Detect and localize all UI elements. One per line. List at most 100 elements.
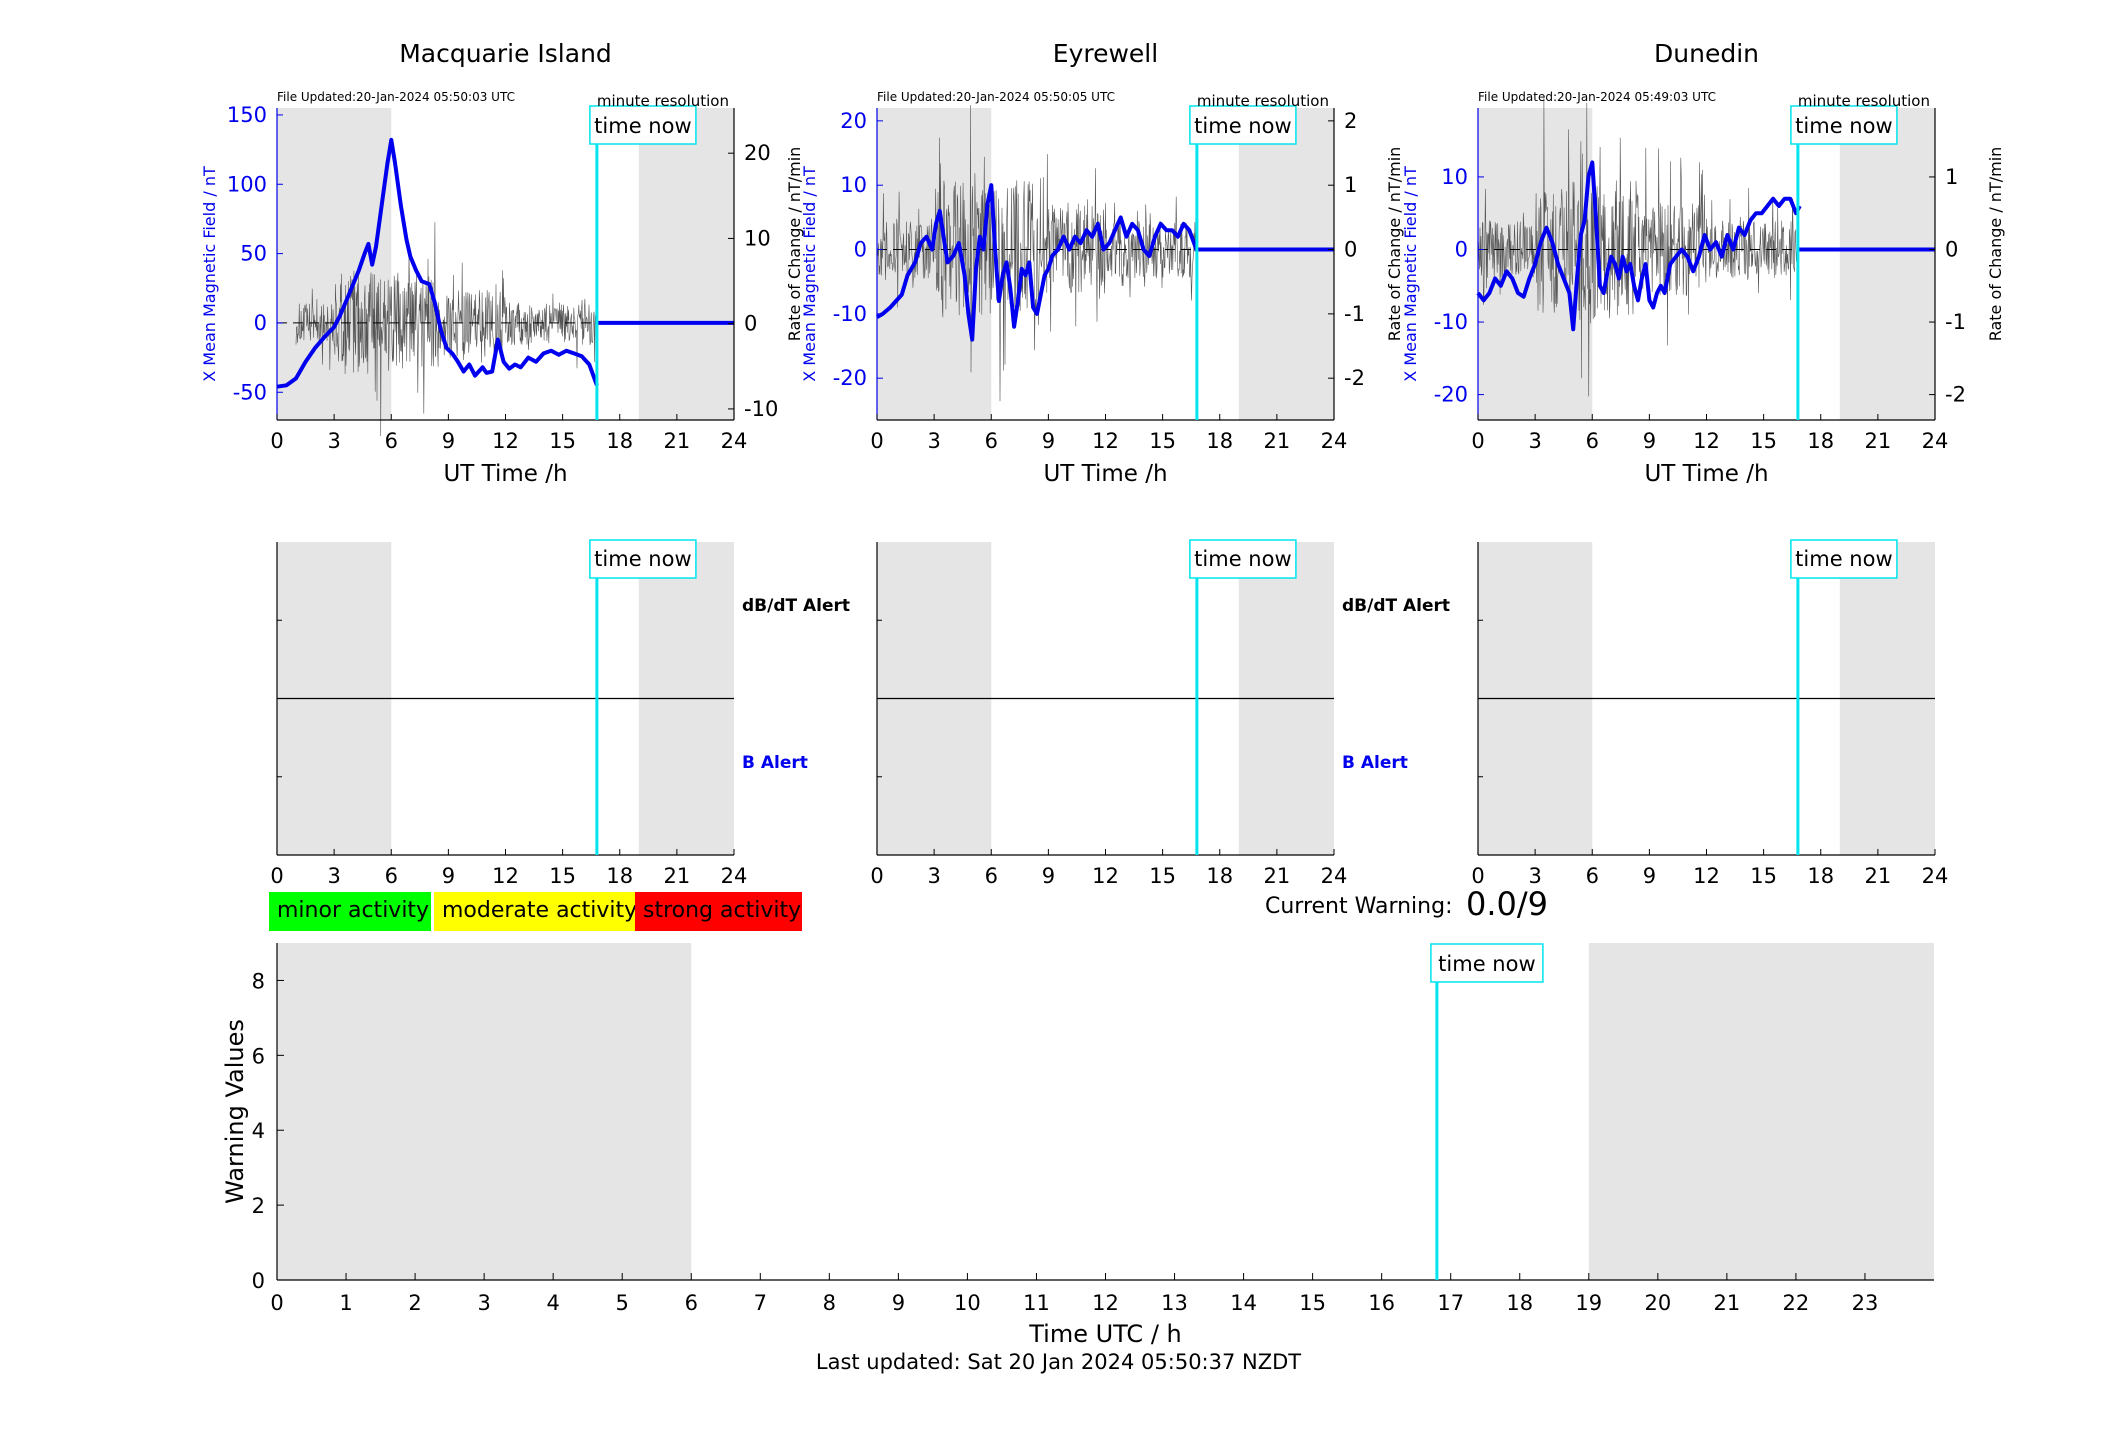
warning-x-tick-label: 9 (892, 1291, 905, 1315)
warning-x-tick-label: 23 (1852, 1291, 1879, 1315)
x-tick-label: 3 (927, 429, 940, 453)
alert-x-tick-label: 12 (1693, 864, 1720, 888)
alert-x-tick-label: 12 (492, 864, 519, 888)
time-now-label: time now (594, 114, 691, 138)
alert-x-tick-label: 6 (1586, 864, 1599, 888)
right-y-tick-label: 1 (1945, 165, 1958, 189)
warning-time-now-box (1430, 943, 1544, 983)
time-now-label: time now (1795, 114, 1892, 138)
x-axis-label: UT Time /h (1644, 461, 1768, 487)
x-tick-label: 3 (327, 429, 340, 453)
left-axis-label: X Mean Magnetic Field / nT (800, 166, 819, 382)
left-y-tick-label: 100 (227, 172, 267, 196)
right-y-tick-label: 0 (744, 312, 757, 336)
right-y-tick-label: 0 (1344, 238, 1357, 262)
alert-x-tick-label: 18 (606, 864, 633, 888)
x-tick-label: 15 (549, 429, 576, 453)
left-axis-label: X Mean Magnetic Field / nT (1401, 166, 1420, 382)
resolution-text: minute resolution (1197, 92, 1329, 110)
x-axis-label: UT Time /h (1043, 461, 1167, 487)
x-tick-label: 24 (1922, 429, 1949, 453)
right-y-tick-label: -2 (1945, 383, 1966, 407)
alert-x-tick-label: 18 (1206, 864, 1233, 888)
left-y-tick-label: -10 (833, 302, 867, 326)
resolution-text: minute resolution (597, 92, 729, 110)
night-band (638, 108, 734, 420)
x-tick-label: 15 (1750, 429, 1777, 453)
alert-x-tick-label: 21 (1264, 864, 1291, 888)
warning-x-tick-label: 18 (1506, 1291, 1533, 1315)
file-updated-text: File Updated:20-Jan-2024 05:49:03 UTC (1478, 90, 1716, 104)
warning-x-tick-label: 10 (954, 1291, 981, 1315)
x-tick-label: 9 (1643, 429, 1656, 453)
night-band (1839, 108, 1935, 420)
alert-time-now-box (1189, 539, 1297, 579)
alert-x-tick-label: 6 (985, 864, 998, 888)
field-line (1476, 160, 1802, 332)
alert-x-tick-label: 3 (327, 864, 340, 888)
right-y-tick-label: 1 (1344, 173, 1357, 197)
x-tick-label: 9 (1042, 429, 1055, 453)
time-now-label: time now (1194, 114, 1291, 138)
right-axis-label: Rate of Change / nT/min (1986, 147, 2005, 342)
right-y-tick-label: -1 (1945, 310, 1966, 334)
x-tick-label: 18 (1206, 429, 1233, 453)
time-now-box (1790, 105, 1898, 145)
file-updated-text: File Updated:20-Jan-2024 05:50:05 UTC (877, 90, 1115, 104)
alert-x-tick-label: 3 (1528, 864, 1541, 888)
x-tick-label: 0 (270, 429, 283, 453)
resolution-text: minute resolution (1798, 92, 1930, 110)
legend-minor-activity: minor activity (269, 892, 431, 931)
x-tick-label: 21 (664, 429, 691, 453)
right-y-tick-label: -10 (744, 397, 778, 421)
x-tick-label: 12 (1693, 429, 1720, 453)
alert-time-now-label: time now (1194, 547, 1291, 571)
warning-night-band (1588, 943, 1934, 1280)
warning-time-now-label: time now (1438, 952, 1535, 976)
right-y-tick-label: -2 (1344, 366, 1365, 390)
warning-x-tick-label: 8 (823, 1291, 836, 1315)
time-now-box (589, 105, 697, 145)
b-alert-label: B Alert (1342, 753, 1408, 773)
x-tick-label: 18 (606, 429, 633, 453)
right-axis-label: Rate of Change / nT/min (1385, 147, 1404, 342)
warning-x-tick-label: 3 (477, 1291, 490, 1315)
alert-time-now-box (1790, 539, 1898, 579)
warning-y-tick-label: 6 (252, 1044, 265, 1068)
warning-x-tick-label: 12 (1092, 1291, 1119, 1315)
x-tick-label: 21 (1264, 429, 1291, 453)
warning-x-tick-label: 5 (616, 1291, 629, 1315)
night-band (877, 108, 992, 420)
x-tick-label: 0 (870, 429, 883, 453)
left-y-tick-label: 0 (254, 311, 267, 335)
alert-x-tick-label: 24 (721, 864, 748, 888)
alert-x-tick-label: 15 (1750, 864, 1777, 888)
right-y-tick-label: 2 (1344, 109, 1357, 133)
warning-x-tick-label: 4 (546, 1291, 559, 1315)
x-tick-label: 24 (721, 429, 748, 453)
alert-x-tick-label: 12 (1092, 864, 1119, 888)
dbdt-alert-label: dB/dT Alert (742, 596, 850, 616)
alert-x-tick-label: 15 (1149, 864, 1176, 888)
x-tick-label: 12 (1092, 429, 1119, 453)
legend-moderate-activity: moderate activity (434, 892, 637, 931)
time-now-box (1189, 105, 1297, 145)
alert-x-tick-label: 15 (549, 864, 576, 888)
warning-y-axis-label: Warning Values (221, 1019, 249, 1204)
warning-x-tick-label: 1 (339, 1291, 352, 1315)
x-tick-label: 18 (1807, 429, 1834, 453)
legend-strong-activity: strong activity (635, 892, 802, 931)
x-tick-label: 15 (1149, 429, 1176, 453)
right-y-tick-label: 0 (1945, 237, 1958, 261)
warning-x-tick-label: 19 (1575, 1291, 1602, 1315)
left-y-tick-label: -20 (833, 366, 867, 390)
left-y-tick-label: -50 (233, 380, 267, 404)
rate-of-change-line (1477, 96, 1799, 397)
dbdt-alert-label: dB/dT Alert (1342, 596, 1450, 616)
b-alert-label: B Alert (742, 753, 808, 773)
warning-x-tick-label: 15 (1299, 1291, 1326, 1315)
x-tick-label: 0 (1471, 429, 1484, 453)
warning-y-tick-label: 0 (252, 1269, 265, 1293)
warning-x-tick-label: 6 (685, 1291, 698, 1315)
